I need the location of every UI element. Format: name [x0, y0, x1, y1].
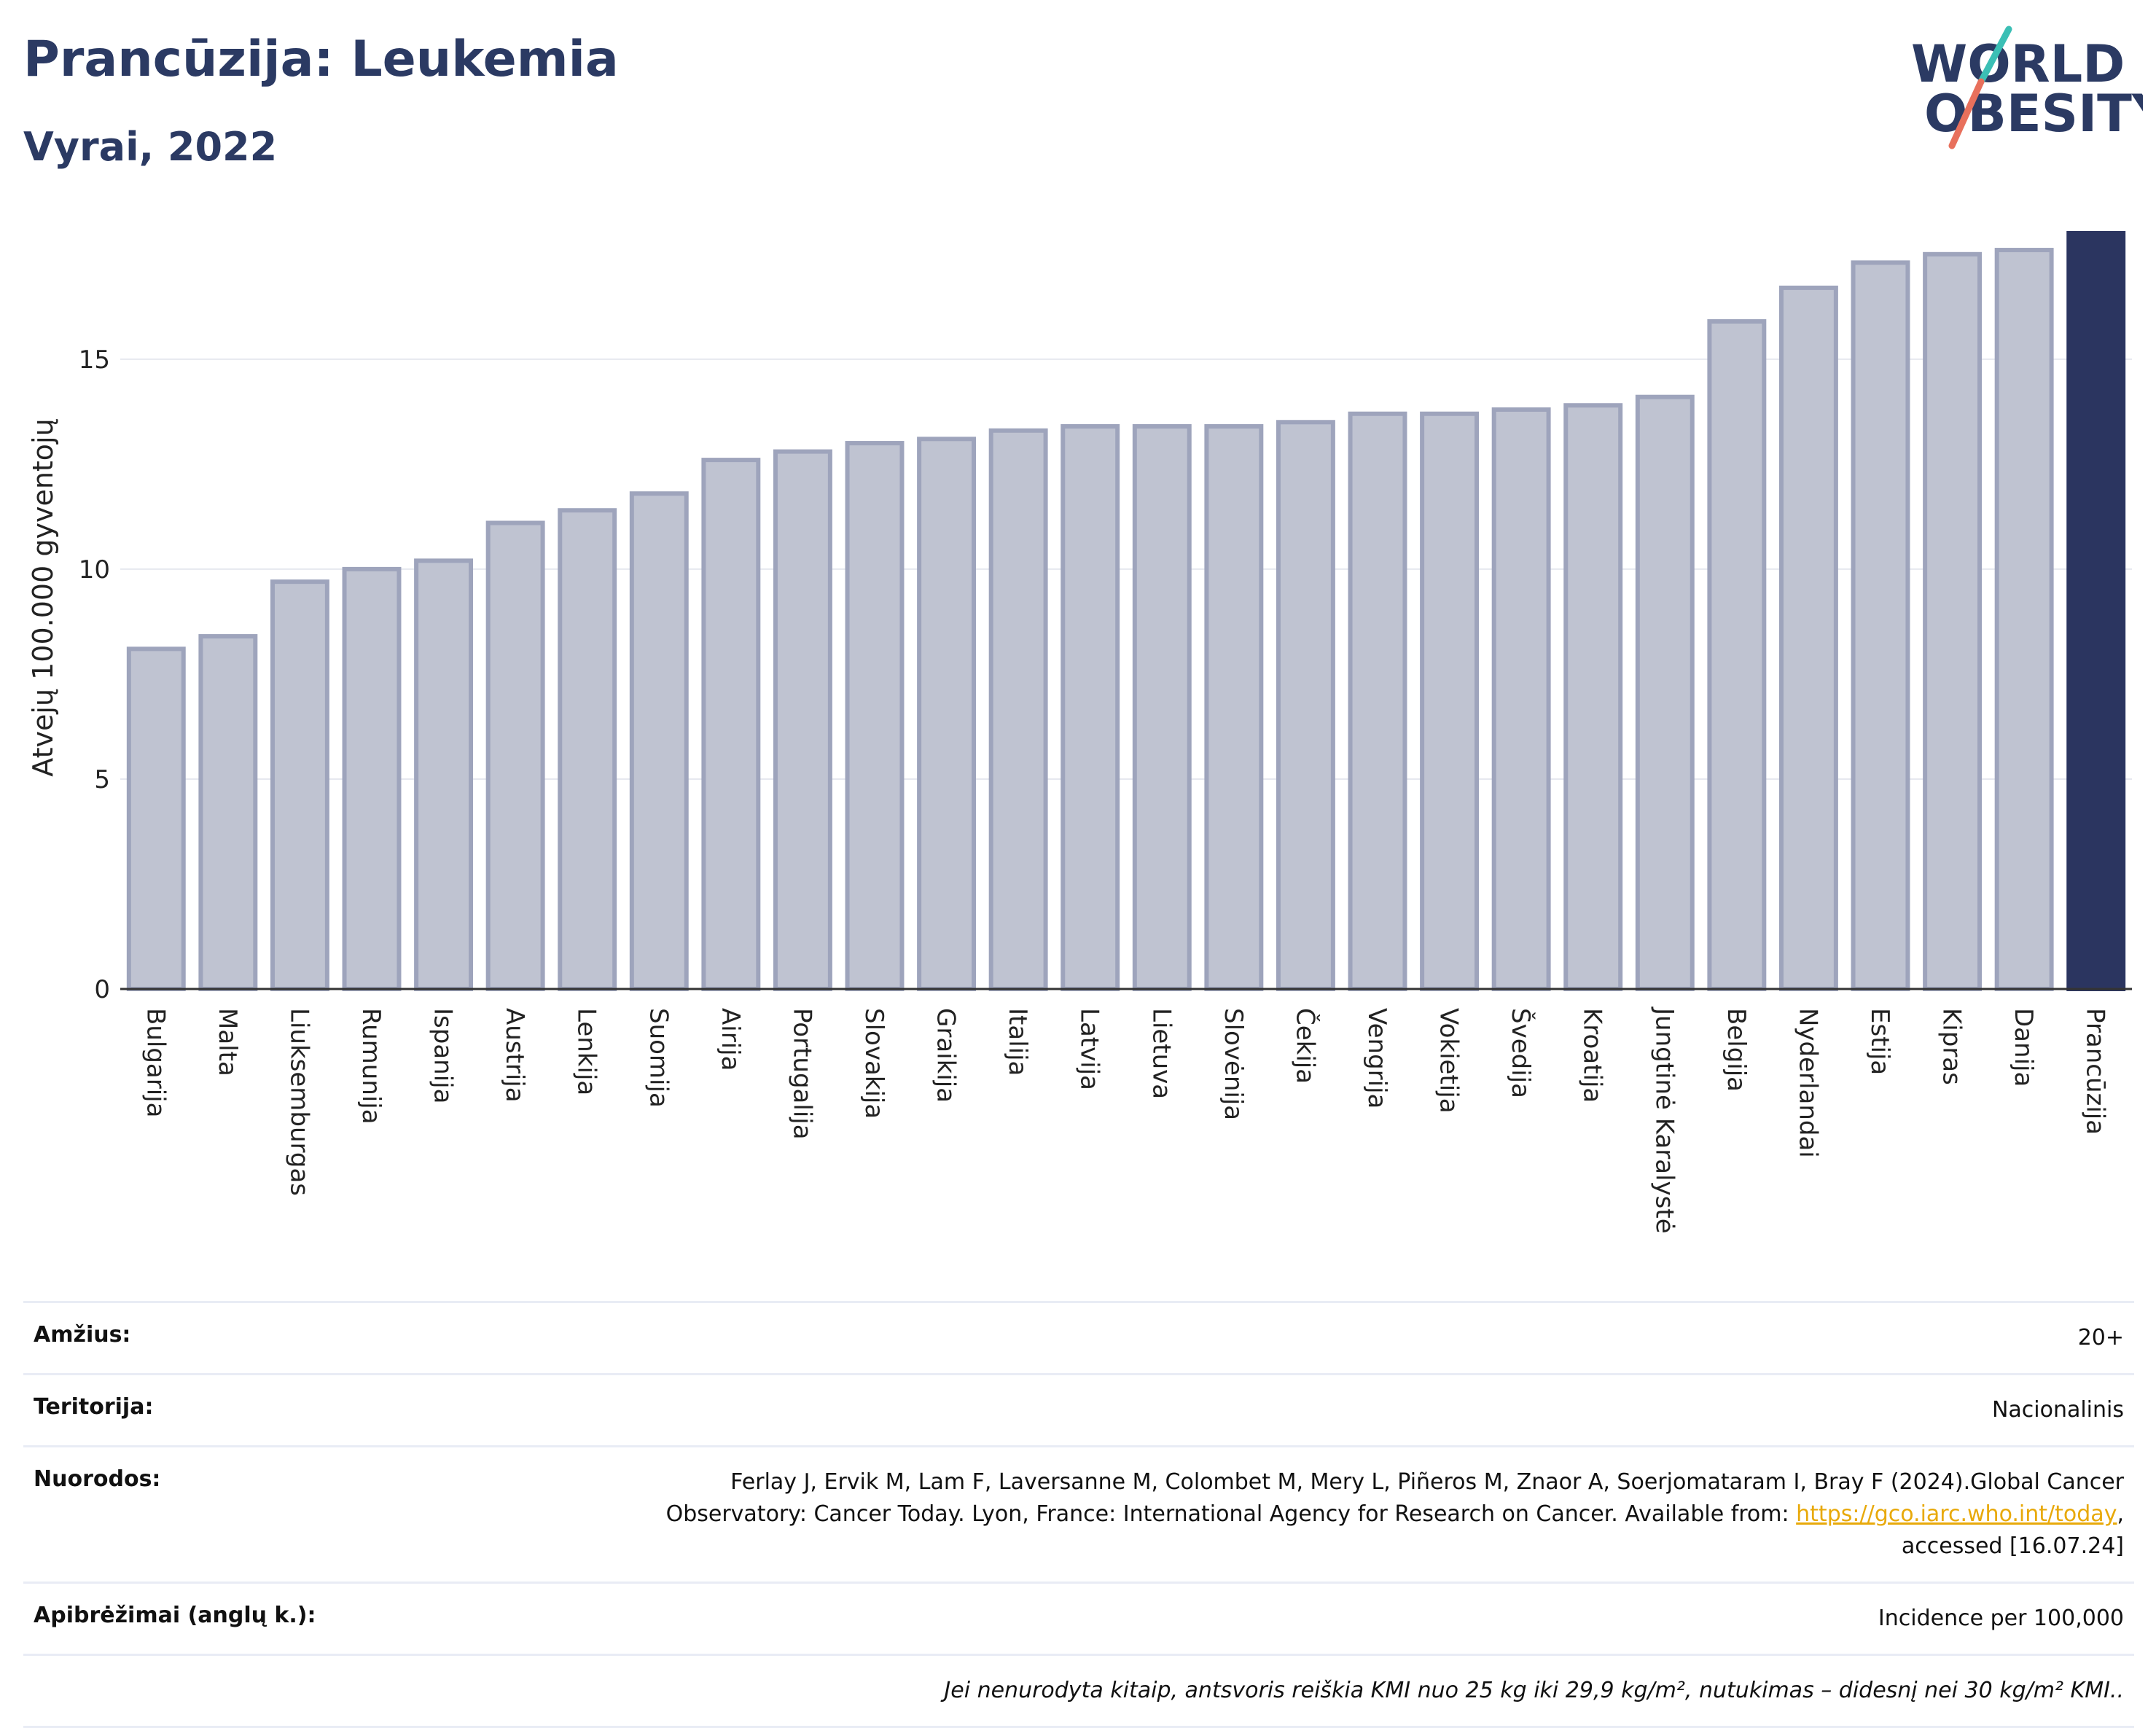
x-axis: Bulgarija Malta Liuksemburgas Rumunija Ispan… — [120, 988, 2132, 1234]
x-tick-label: Malta — [213, 1008, 242, 1076]
bar-bulgarija — [126, 646, 186, 991]
y-tick-label: 0 — [94, 975, 110, 1004]
reference-text-1: Ferlay J, Ervik M, Lam F, Laversanne M, … — [730, 1469, 2124, 1495]
x-tick-label: Švedija — [1506, 1008, 1536, 1098]
x-tick-label: Jungtinė Karalystė — [1649, 1006, 1679, 1234]
meta-row-definitions: Apibrėžimai (anglų k.): Incidence per 10… — [23, 1582, 2134, 1654]
logo-line1: WORLD — [1911, 34, 2125, 94]
x-tick-label: Danija — [2009, 1008, 2038, 1087]
bar-estija — [1851, 260, 1910, 992]
x-tick-label: Nyderlandai — [1793, 1008, 1822, 1158]
x-tick-label: Lenkija — [572, 1008, 601, 1095]
info-table: Amžius: 20+ Teritorija: Nacionalinis Nuo… — [23, 1301, 2134, 1728]
bar-malta — [198, 634, 258, 991]
bar-suomija — [629, 491, 689, 991]
meta-value: Nacionalinis — [1991, 1397, 2124, 1423]
bar-austrija — [485, 520, 545, 991]
bar-liuksemburgas — [270, 579, 329, 991]
bar-vokietija — [1420, 411, 1480, 991]
page-subtitle: Vyrai, 2022 — [23, 124, 278, 170]
x-tick-label: Italija — [1003, 1008, 1032, 1076]
x-tick-label: Čekija — [1290, 1008, 1320, 1084]
bar-italija — [988, 428, 1048, 991]
bar-danija — [1994, 248, 2054, 991]
bar-layer — [126, 231, 2126, 992]
x-tick-label: Belgija — [1722, 1008, 1751, 1092]
bar-slovakija — [845, 441, 905, 991]
footnote: Jei nenurodyta kitaip, antsvoris reiškia… — [944, 1678, 2124, 1703]
bar-belgija — [1707, 318, 1767, 991]
x-tick-label: Rumunija — [356, 1008, 386, 1125]
x-tick-label: Lietuva — [1147, 1008, 1176, 1099]
bar-čekija — [1276, 420, 1335, 991]
reference-text-3: accessed [16.07.24] — [1901, 1533, 2124, 1559]
x-tick-label: Austrija — [500, 1008, 529, 1103]
x-tick-label: Liuksemburgas — [284, 1008, 313, 1196]
y-axis-label: Atvejų 100.000 gyventojų — [27, 418, 59, 776]
x-tick-label: Slovėnija — [1219, 1008, 1248, 1120]
y-tick-label: 15 — [79, 345, 110, 375]
bar-lietuva — [1132, 424, 1192, 991]
page-title: Prancūzija: Leukemia — [23, 31, 619, 88]
meta-value: Incidence per 100,000 — [1878, 1606, 2124, 1631]
x-tick-label: Suomija — [644, 1008, 673, 1108]
x-tick-label: Estija — [1865, 1008, 1894, 1075]
bar-ispanija — [414, 558, 474, 991]
meta-label: Nuorodos: — [34, 1466, 161, 1492]
reference-text-2: Observatory: Cancer Today. Lyon, France:… — [665, 1501, 1797, 1527]
meta-label: Amžius: — [34, 1322, 131, 1348]
meta-label: Teritorija: — [34, 1394, 154, 1420]
x-tick-label: Bulgarija — [141, 1008, 170, 1117]
reference-link[interactable]: https://gco.iarc.who.int/today — [1796, 1501, 2117, 1527]
meta-row-note: Jei nenurodyta kitaip, antsvoris reiškia… — [23, 1654, 2134, 1728]
bar-latvija — [1061, 424, 1120, 991]
bar-portugalija — [773, 449, 832, 991]
bar-lenkija — [558, 508, 617, 991]
bar-prancūzija — [2066, 231, 2126, 991]
bar-airija — [701, 458, 761, 991]
x-tick-label: Ispanija — [429, 1008, 458, 1103]
bar-vengrija — [1348, 411, 1407, 991]
y-tick-label: 10 — [79, 555, 110, 585]
x-tick-label: Airija — [716, 1008, 745, 1071]
x-tick-label: Kroatija — [1578, 1008, 1607, 1103]
meta-value: 20+ — [2077, 1325, 2124, 1350]
meta-row-territory: Teritorija: Nacionalinis — [23, 1373, 2134, 1445]
x-tick-label: Vokietija — [1434, 1008, 1464, 1114]
y-tick-label: 5 — [94, 765, 110, 794]
bar-kroatija — [1563, 403, 1623, 991]
bar-chart: Bulgarija Malta Liuksemburgas Rumunija Ispan… — [27, 231, 2132, 1234]
x-tick-label: Prancūzija — [2081, 1008, 2110, 1135]
bar-jungtinė-karalystė — [1635, 394, 1695, 991]
meta-row-age: Amžius: 20+ — [23, 1301, 2134, 1373]
bar-kipras — [1923, 251, 1983, 991]
bar-graikija — [917, 437, 977, 991]
bar-rumunija — [342, 566, 402, 991]
reference-text-2-end: , — [2117, 1501, 2124, 1527]
x-tick-label: Vengrija — [1362, 1008, 1391, 1109]
x-tick-label: Latvija — [1075, 1008, 1104, 1090]
x-tick-label: Slovakija — [859, 1008, 888, 1119]
meta-value-references: Ferlay J, Ervik M, Lam F, Laversanne M, … — [666, 1466, 2124, 1563]
world-obesity-logo: WORLD OBESITY — [1911, 26, 2143, 149]
bar-nyderlandai — [1778, 285, 1838, 991]
meta-row-references: Nuorodos: Ferlay J, Ervik M, Lam F, Lave… — [23, 1445, 2134, 1582]
bar-slovėnija — [1204, 424, 1264, 991]
x-tick-label: Graikija — [931, 1008, 961, 1103]
x-tick-label: Portugalija — [787, 1008, 816, 1140]
bar-švedija — [1491, 407, 1551, 991]
meta-label: Apibrėžimai (anglų k.): — [34, 1603, 316, 1628]
x-tick-label: Kipras — [1937, 1008, 1966, 1085]
y-axis: 0 5 10 15 — [79, 345, 110, 1004]
